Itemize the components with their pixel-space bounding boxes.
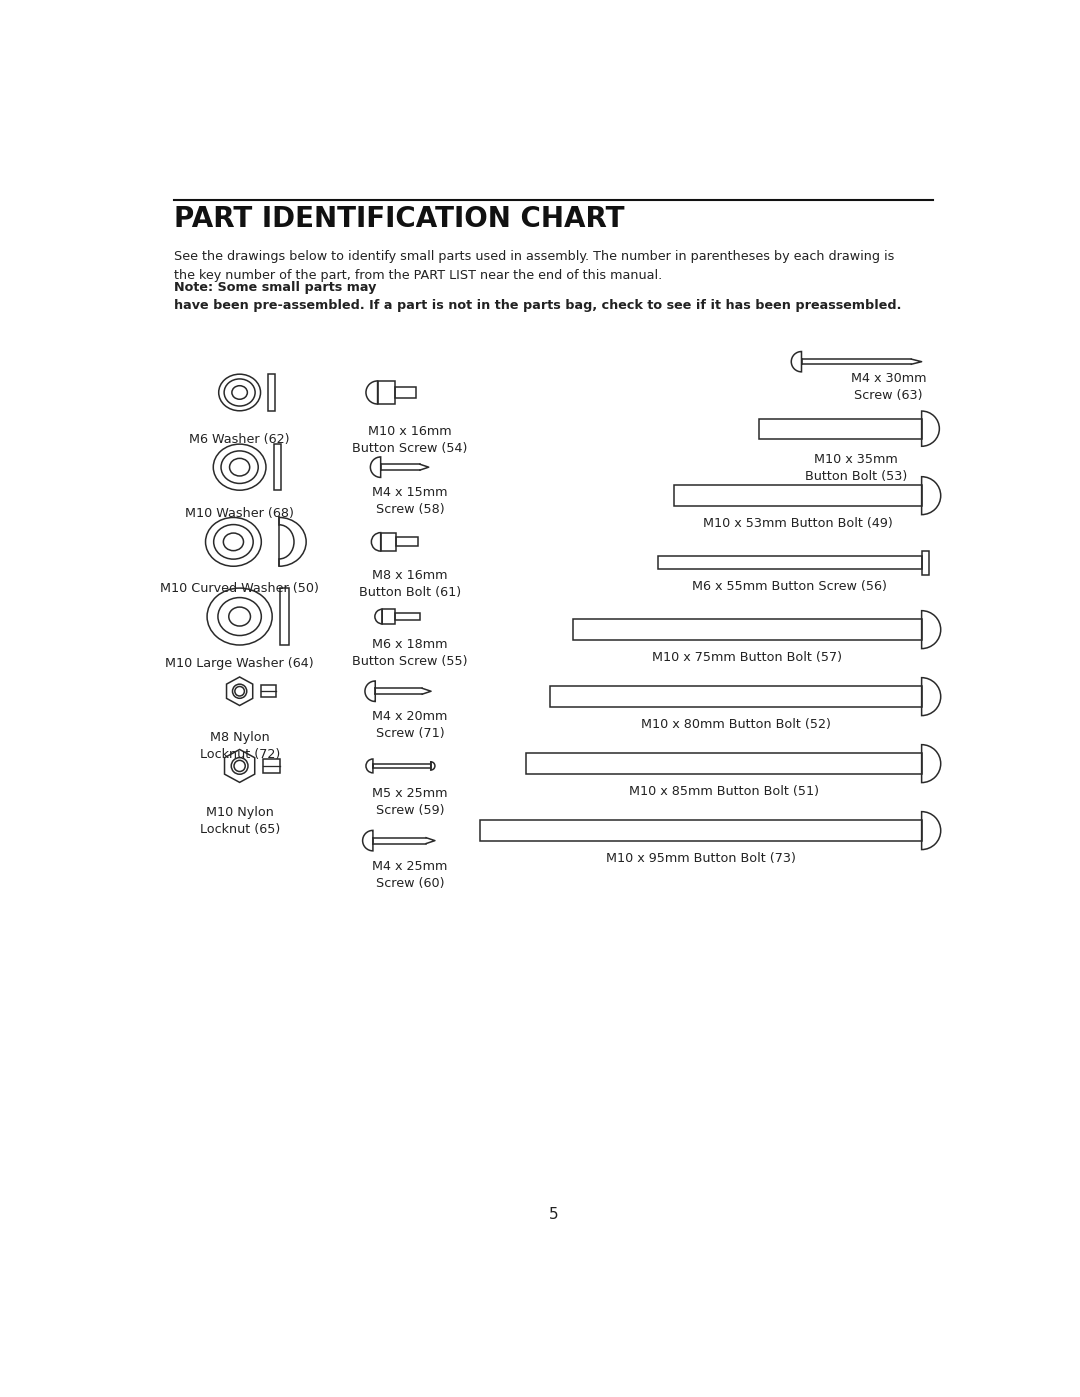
Text: PART IDENTIFICATION CHART: PART IDENTIFICATION CHART (174, 205, 624, 233)
Bar (378, 381, 394, 404)
Text: M6 x 18mm
Button Screw (55): M6 x 18mm Button Screw (55) (352, 638, 468, 668)
Text: M8 x 16mm
Button Bolt (61): M8 x 16mm Button Bolt (61) (359, 569, 461, 599)
Bar (382, 609, 395, 624)
Text: M10 x 16mm
Button Screw (54): M10 x 16mm Button Screw (54) (352, 425, 468, 455)
Bar (921, 550, 929, 574)
Bar (380, 532, 396, 550)
Bar (572, 619, 921, 640)
Text: See the drawings below to identify small parts used in assembly. The number in p: See the drawings below to identify small… (174, 250, 894, 282)
Bar (526, 753, 921, 774)
Bar (395, 613, 420, 620)
Text: M6 x 55mm Button Screw (56): M6 x 55mm Button Screw (56) (692, 580, 888, 592)
Bar (550, 686, 921, 707)
Text: M4 x 25mm
Screw (60): M4 x 25mm Screw (60) (373, 861, 448, 890)
Bar (396, 538, 418, 546)
Bar (394, 387, 416, 398)
Bar (759, 419, 921, 439)
Text: M4 x 20mm
Screw (71): M4 x 20mm Screw (71) (373, 711, 448, 740)
Bar (261, 686, 276, 697)
Text: M4 x 15mm
Screw (58): M4 x 15mm Screw (58) (373, 486, 448, 517)
Text: M10 x 85mm Button Bolt (51): M10 x 85mm Button Bolt (51) (629, 785, 819, 798)
Text: M10 x 35mm
Button Bolt (53): M10 x 35mm Button Bolt (53) (805, 453, 907, 483)
Bar (480, 820, 921, 841)
Text: Note: Some small parts may
have been pre-assembled. If a part is not in the part: Note: Some small parts may have been pre… (174, 281, 901, 313)
Text: M10 x 75mm Button Bolt (57): M10 x 75mm Button Bolt (57) (652, 651, 842, 664)
Bar (280, 588, 289, 645)
Text: M6 Washer (62): M6 Washer (62) (189, 433, 289, 446)
Bar (674, 485, 921, 507)
Text: M10 Washer (68): M10 Washer (68) (185, 507, 294, 520)
Text: M10 Large Washer (64): M10 Large Washer (64) (165, 657, 314, 669)
Text: M4 x 30mm
Screw (63): M4 x 30mm Screw (63) (851, 372, 927, 402)
Text: M10 Nylon
Locknut (65): M10 Nylon Locknut (65) (200, 806, 280, 835)
Bar (264, 759, 280, 773)
Text: M10 Curved Washer (50): M10 Curved Washer (50) (160, 583, 319, 595)
Text: M8 Nylon
Locknut (72): M8 Nylon Locknut (72) (200, 731, 280, 761)
Bar (373, 764, 431, 768)
Bar (268, 374, 275, 411)
Text: M10 x 53mm Button Bolt (49): M10 x 53mm Button Bolt (49) (703, 517, 892, 531)
Bar (273, 444, 282, 490)
Text: M5 x 25mm
Screw (59): M5 x 25mm Screw (59) (373, 787, 448, 817)
Text: 5: 5 (549, 1207, 558, 1221)
Bar (658, 556, 921, 569)
Text: M10 x 80mm Button Bolt (52): M10 x 80mm Button Bolt (52) (640, 718, 831, 731)
Text: M10 x 95mm Button Bolt (73): M10 x 95mm Button Bolt (73) (606, 852, 796, 865)
